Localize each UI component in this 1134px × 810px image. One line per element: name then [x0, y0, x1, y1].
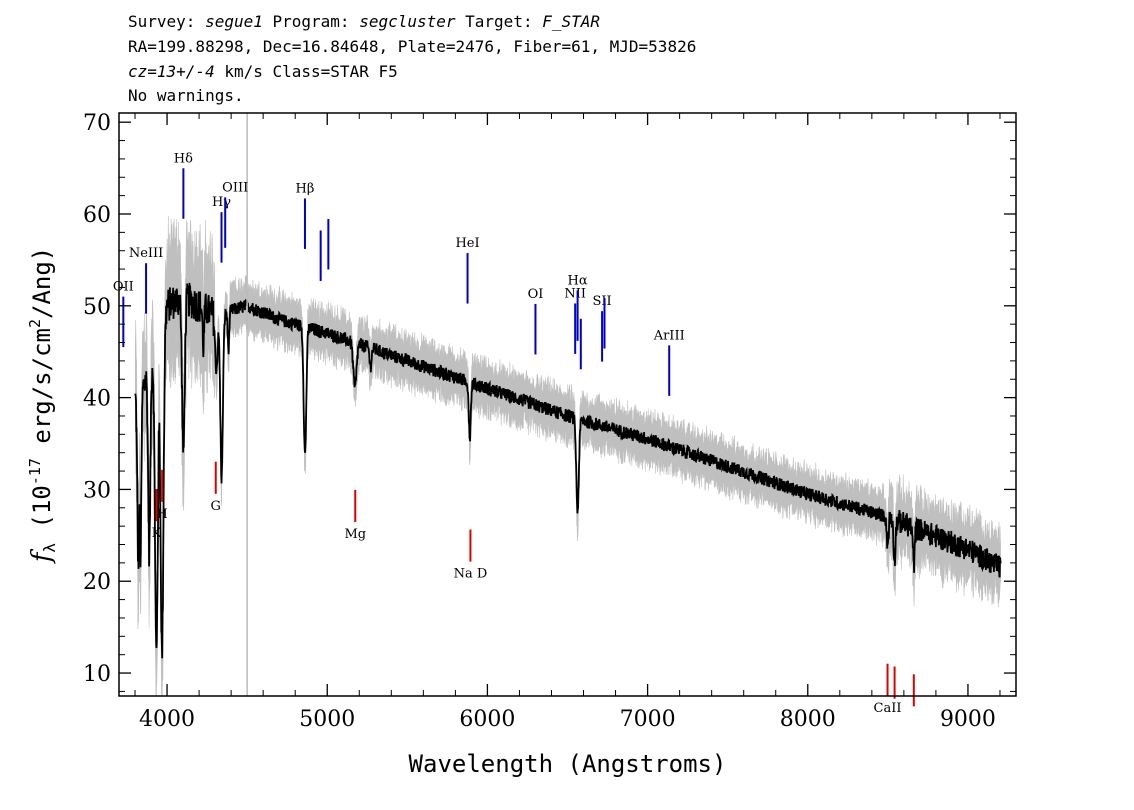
absorption-label: CaII [874, 701, 902, 716]
emission-label: Hγ [212, 195, 231, 210]
class-value: km/s Class=STAR F5 [214, 62, 398, 81]
absorption-label: K [152, 526, 162, 541]
emission-label: SII [593, 294, 612, 309]
program-value: segcluster [359, 12, 456, 31]
y-tick-label: 10 [83, 662, 111, 687]
emission-label: NeIII [129, 246, 163, 261]
noise-band [135, 215, 1001, 696]
x-axis-title: Wavelength (Angstroms) [409, 750, 727, 778]
emission-label: NII [564, 286, 586, 301]
target-label: Target: [455, 12, 543, 31]
header-line-3: cz=13+/-4 km/s Class=STAR F5 [128, 64, 398, 80]
emission-label: Hβ [296, 181, 315, 196]
emission-label: OIII [222, 180, 248, 195]
emission-label: HeI [455, 236, 479, 251]
y-tick-label: 30 [83, 478, 111, 503]
y-tick-label: 40 [83, 387, 111, 412]
y-axis-unit-start: (10 [28, 485, 56, 528]
y-tick-label: 50 [83, 295, 111, 320]
x-tick-label: 4000 [139, 707, 195, 732]
noise-area [135, 215, 1001, 696]
target-value: F_STAR [542, 12, 601, 31]
y-axis-exponent: -17 [26, 458, 44, 485]
x-tick-label: 5000 [299, 707, 355, 732]
x-tick-label: 6000 [459, 707, 515, 732]
y-tick-label: 60 [83, 203, 111, 228]
x-tick-label: 9000 [940, 707, 996, 732]
svg-text:fλ (10-17 erg/s/cm2/Ang): fλ (10-17 erg/s/cm2/Ang) [26, 247, 59, 565]
y-axis-subscript: λ [40, 543, 59, 553]
plot-frame [118, 112, 1017, 697]
survey-value: segue1 [205, 12, 263, 31]
absorption-label: Na D [454, 567, 488, 582]
header-line-4: No warnings. [128, 86, 244, 105]
y-axis-title: fλ (10-17 erg/s/cm2/Ang) [26, 247, 59, 565]
emission-label: ArIII [653, 328, 685, 343]
x-tick-label: 7000 [620, 707, 676, 732]
x-tick-label: 8000 [780, 707, 836, 732]
y-axis-unit-mid: erg/s/cm [28, 328, 56, 458]
y-tick-label: 70 [83, 111, 111, 136]
header-line-1: Survey: segue1 Program: segcluster Targe… [128, 14, 600, 30]
y-axis-exponent-2: 2 [26, 319, 44, 328]
survey-label: Survey: [128, 12, 206, 31]
flux-series [134, 282, 1002, 659]
absorption-label: G [211, 499, 221, 514]
axis-ticks: 4000 5000 6000 7000 8000 9000 10 20 30 40 50 60 70 [83, 111, 1016, 732]
program-label: Program: [262, 12, 360, 31]
header-line-2: RA=199.88298, Dec=16.84648, Plate=2476, … [128, 37, 697, 56]
redshift-value: cz=13+/-4 [128, 62, 215, 81]
emission-label: Hδ [174, 151, 193, 166]
emission-label: Hα [568, 273, 588, 288]
emission-label: OI [528, 287, 544, 302]
absorption-label: H [156, 507, 167, 522]
flux-line [134, 282, 1002, 659]
y-axis-unit-end: /Ang) [28, 247, 56, 319]
y-tick-label: 20 [83, 570, 111, 595]
absorption-label: Mg [344, 527, 366, 542]
